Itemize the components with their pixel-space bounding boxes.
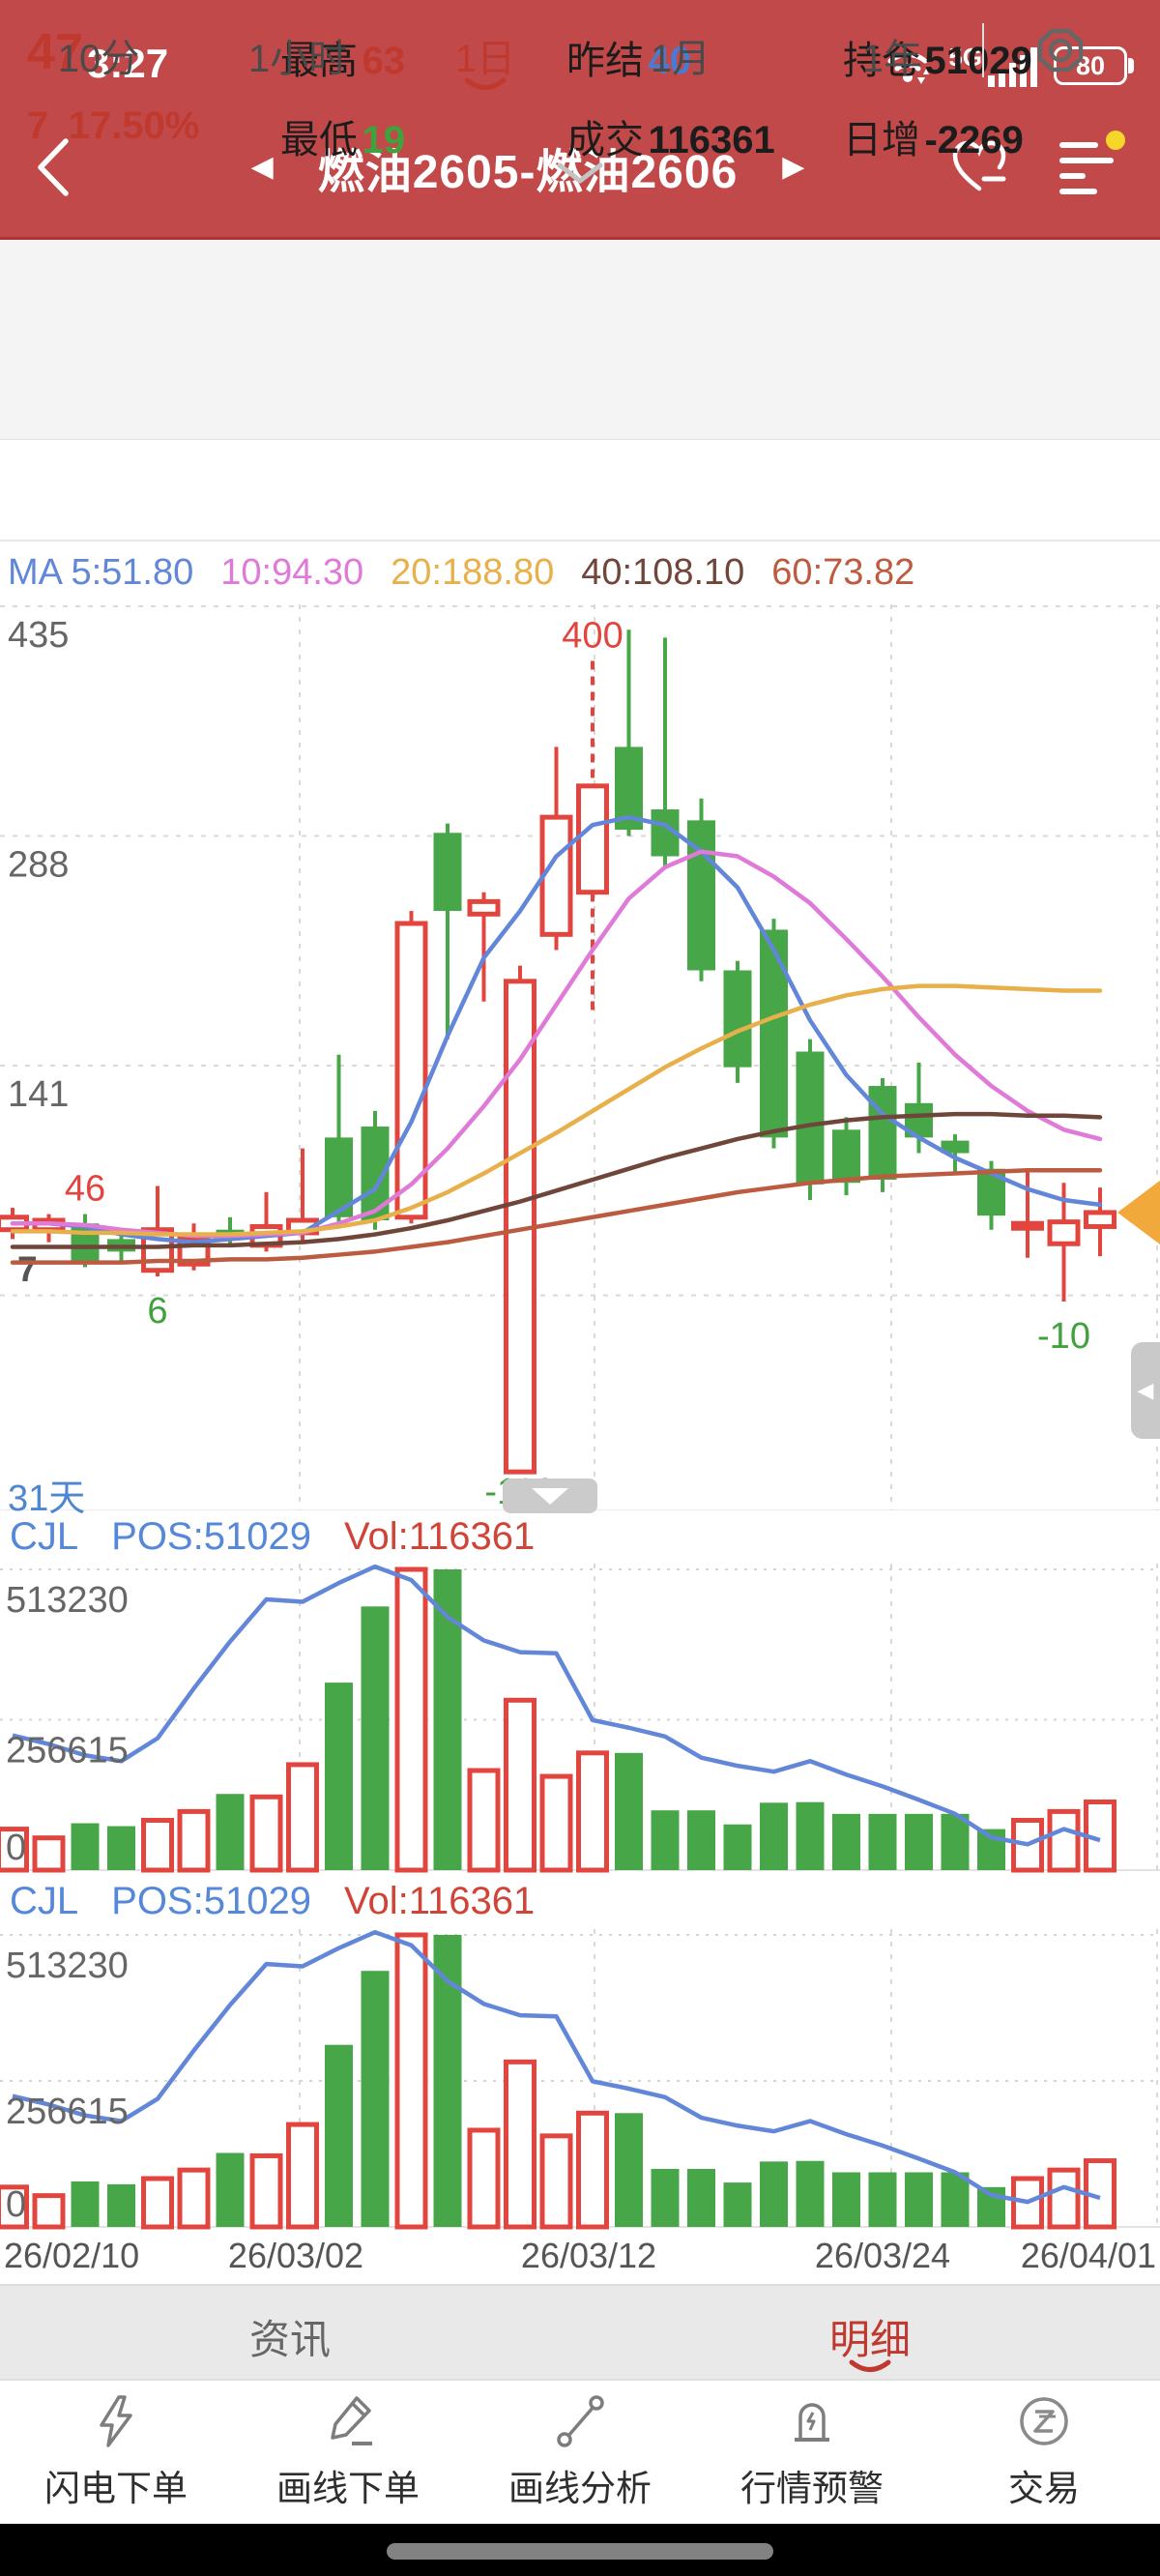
volume-panel-1-header[interactable]: CJL POS:51029 Vol:116361 (0, 1510, 1160, 1564)
visible-days-label: 31天 (8, 1478, 86, 1519)
high-value: 63 (362, 40, 405, 82)
trendline-icon (553, 2393, 607, 2449)
svg-text:0: 0 (6, 2184, 26, 2225)
nav-flash-order[interactable]: 闪电下单 (0, 2381, 232, 2524)
triangle-down-icon (532, 1487, 568, 1505)
contract-title: 燃油2605-燃油2606 (317, 146, 739, 198)
ma10-value: 10:94.30 (220, 552, 364, 593)
active-tab-underline (849, 2359, 891, 2375)
volume-label: 成交 (566, 119, 644, 161)
pos-value: POS:51029 (111, 1879, 311, 1922)
vol-value: Vol:116361 (343, 1879, 536, 1922)
volume-chart-2[interactable]: 513230 256615 0 (0, 1929, 1160, 2230)
open-interest-label: 持仓 (843, 40, 920, 82)
status-bar: 3:27 5G 80 (0, 0, 1160, 97)
notification-dot (1106, 130, 1125, 150)
svg-text:513230: 513230 (6, 1946, 129, 1986)
tab-detail[interactable]: 明细 (828, 2317, 912, 2362)
volume-value: 116361 (648, 119, 775, 161)
nav-price-alert[interactable]: 行情预警 (696, 2381, 928, 2524)
last-price: 47 (27, 24, 83, 80)
collapse-chart-button[interactable] (503, 1478, 597, 1513)
svg-text:46: 46 (65, 1169, 105, 1210)
svg-text:256615: 256615 (6, 1731, 129, 1771)
svg-text:256615: 256615 (6, 2092, 129, 2132)
nav-header: ◀ 燃油2605-燃油2606 ▶ (0, 97, 1160, 237)
cellular-5g-icon: 5G (948, 44, 1040, 87)
menu-icon[interactable] (1059, 130, 1125, 198)
ma40-value: 40:108.10 (581, 552, 745, 593)
oi-change-label: 日增 (843, 119, 920, 161)
svg-text:141: 141 (8, 1074, 69, 1115)
wifi-icon (884, 44, 935, 87)
indicator-name: CJL (10, 1879, 79, 1922)
svg-text:400: 400 (562, 616, 623, 657)
svg-text:288: 288 (8, 845, 69, 886)
date-axis: 26/02/10 26/03/02 26/03/12 26/03/24 26/0… (0, 2230, 1160, 2284)
vol-value: Vol:116361 (343, 1515, 536, 1558)
expand-quote-chevron-icon[interactable] (557, 162, 603, 186)
chart-settings-icon[interactable] (1035, 26, 1086, 74)
quote-panel[interactable]: 47 7 17.50% 最高 63 最低 19 昨结 40 成交 116361 … (0, 24, 1160, 440)
active-tab-underline (464, 77, 507, 93)
volume-chart-1[interactable]: 513230 256615 0 (0, 1564, 1160, 1873)
period-tab-bar: 10分 1小时 1日 1月 1年 (0, 23, 1160, 542)
tab-1day[interactable]: 1日 (454, 38, 516, 80)
low-value: 19 (362, 119, 405, 161)
nav-trade[interactable]: 交易 (928, 2381, 1160, 2524)
prev-settle-value: 40 (648, 40, 691, 82)
tab-1month[interactable]: 1月 (650, 38, 711, 80)
date-tick: 26/04/01 (1020, 2236, 1156, 2275)
divider (982, 23, 984, 77)
bottom-toolbar: 闪电下单 画线下单 画线分析 (0, 2379, 1160, 2524)
home-indicator-area (0, 2524, 1160, 2576)
favorite-heart-icon[interactable] (949, 140, 1009, 194)
date-tick: 26/02/10 (4, 2236, 140, 2275)
ma5-value: MA 5:51.80 (8, 552, 194, 593)
svg-text:0: 0 (6, 1828, 26, 1868)
svg-text:435: 435 (8, 615, 69, 656)
prev-contract-button[interactable]: ◀ (250, 150, 274, 183)
back-button[interactable] (0, 137, 106, 197)
pos-value: POS:51029 (111, 1515, 311, 1558)
open-interest-value: 51029 (924, 40, 1032, 82)
date-tick: 26/03/02 (227, 2236, 364, 2275)
lightning-icon (89, 2393, 143, 2449)
prev-settle-label: 昨结 (566, 40, 644, 82)
svg-text:6: 6 (147, 1291, 167, 1332)
nav-draw-analysis[interactable]: 画线分析 (464, 2381, 696, 2524)
nav-draw-order[interactable]: 画线下单 (232, 2381, 464, 2524)
ma60-value: 60:73.82 (771, 552, 915, 593)
low-label: 最低 (280, 119, 358, 161)
price-change: 7 (27, 104, 49, 147)
tab-10min[interactable]: 10分 (57, 38, 140, 80)
info-tab-bar: 资讯 明细 (0, 2284, 1160, 2379)
high-label: 最高 (280, 40, 358, 82)
alarm-icon (785, 2393, 839, 2449)
indicator-name: CJL (10, 1515, 79, 1558)
ma20-value: 20:188.80 (391, 552, 555, 593)
chart-scroll-handle[interactable]: ◀ (1131, 1342, 1160, 1439)
clock: 3:27 (87, 41, 169, 86)
tab-news[interactable]: 资讯 (248, 2317, 332, 2362)
date-tick: 26/03/12 (520, 2236, 657, 2275)
tab-1year[interactable]: 1年 (861, 38, 923, 80)
svg-text:-10: -10 (1037, 1316, 1090, 1357)
tab-1hour[interactable]: 1小时 (247, 38, 348, 80)
trade-z-icon (1016, 2393, 1072, 2449)
pencil-icon (320, 2393, 376, 2449)
price-change-pct: 17.50% (68, 104, 200, 147)
date-tick: 26/03/24 (814, 2236, 951, 2275)
svg-text:513230: 513230 (6, 1580, 129, 1621)
home-indicator[interactable] (387, 2543, 773, 2560)
ma-legend: MA 5:51.80 10:94.30 20:188.80 40:108.10 … (0, 542, 1160, 604)
next-contract-button[interactable]: ▶ (782, 150, 805, 183)
volume-panel-2-header[interactable]: CJL POS:51029 Vol:116361 (0, 1873, 1160, 1929)
svg-text:7: 7 (17, 1249, 38, 1289)
oi-change-value: -2269 (924, 119, 1024, 161)
